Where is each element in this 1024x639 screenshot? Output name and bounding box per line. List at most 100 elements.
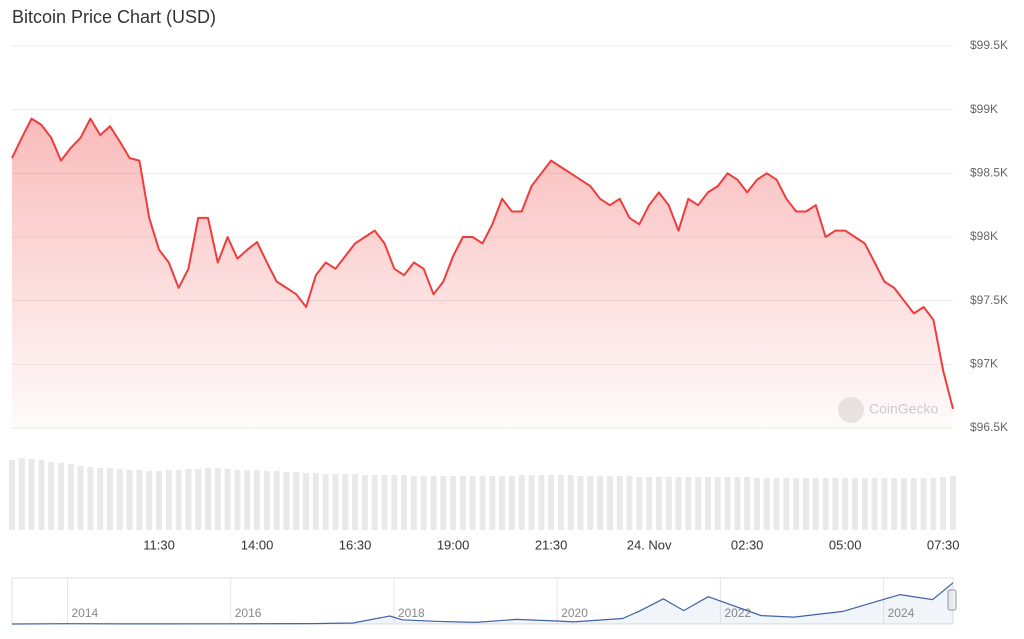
volume-bar [107, 468, 114, 530]
volume-bar [587, 476, 594, 530]
volume-bar [28, 459, 35, 530]
volume-bar [116, 469, 123, 530]
volume-bar [528, 475, 535, 530]
volume-bar [185, 469, 192, 530]
x-tick-label: 05:00 [829, 537, 862, 552]
volume-bar [420, 476, 427, 530]
volume-bar [18, 458, 25, 530]
volume-bar [303, 473, 310, 530]
volume-bar [597, 476, 604, 530]
navigator-tick-label: 2018 [398, 606, 425, 620]
volume-bar [440, 476, 447, 530]
volume-bar [332, 474, 339, 530]
volume-bar [459, 476, 466, 530]
volume-bar [763, 478, 770, 530]
x-tick-label: 19:00 [437, 537, 470, 552]
volume-bar [626, 476, 633, 530]
navigator-tick-label: 2014 [71, 606, 98, 620]
volume-bar [165, 470, 172, 530]
volume-bar [254, 470, 261, 530]
volume-bar [734, 477, 741, 530]
volume-bar [616, 476, 623, 530]
volume-bar [58, 463, 65, 530]
volume-bar [244, 470, 251, 530]
volume-bar [773, 478, 780, 530]
volume-bar [48, 462, 55, 530]
volume-bar [195, 469, 202, 530]
volume-bar [273, 471, 280, 530]
y-tick-label: $99K [970, 102, 998, 116]
volume-bar [391, 475, 398, 530]
volume-bar [704, 477, 711, 530]
volume-bar [214, 468, 221, 530]
volume-bar [900, 478, 907, 530]
volume-bar [724, 477, 731, 530]
price-line [11, 117, 954, 410]
volume-bar [312, 473, 319, 530]
volume-bar [479, 476, 486, 530]
volume-bar [283, 472, 290, 530]
volume-bar [450, 476, 457, 530]
volume-bar [891, 478, 898, 530]
volume-bar [842, 478, 849, 530]
volume-bar [636, 477, 643, 530]
volume-bar [920, 478, 927, 530]
volume-bar [548, 475, 555, 530]
volume-bar [361, 475, 368, 530]
volume-bar [518, 475, 525, 530]
x-tick-label: 02:30 [731, 537, 764, 552]
volume-bar [567, 475, 574, 530]
volume-bar [577, 476, 584, 530]
volume-bar [744, 477, 751, 530]
volume-bar [322, 474, 329, 530]
volume-bar [822, 478, 829, 530]
x-tick-label: 11:30 [143, 537, 175, 552]
volume-bar [499, 476, 506, 530]
navigator-tick-label: 2020 [561, 606, 588, 620]
volume-bar [293, 472, 300, 530]
x-tick-label: 14:00 [241, 537, 274, 552]
volume-bar [410, 476, 417, 530]
volume-bar [126, 470, 133, 530]
volume-bar [881, 478, 888, 530]
volume-bar [871, 478, 878, 530]
y-tick-label: $97K [970, 357, 998, 371]
volume-bar [714, 477, 721, 530]
volume-bar [802, 478, 809, 530]
navigator-area [12, 582, 953, 624]
volume-bar [538, 475, 545, 530]
navigator-tick-label: 2016 [235, 606, 262, 620]
volume-bar [9, 460, 15, 530]
x-tick-label: 07:30 [927, 537, 960, 552]
volume-bar [430, 476, 437, 530]
volume-bar [508, 476, 515, 530]
volume-bar [146, 471, 153, 530]
x-tick-label: 24. Nov [627, 537, 672, 552]
volume-bar [695, 477, 702, 530]
volume-bar [930, 478, 937, 530]
navigator-handle[interactable] [947, 589, 957, 611]
navigator-tick-label: 2024 [888, 606, 915, 620]
area [12, 118, 953, 428]
volume-bar [783, 478, 790, 530]
y-tick-label: $99.5K [970, 38, 1008, 52]
volume-bar [401, 475, 408, 530]
volume-bar [371, 475, 378, 530]
volume-bar [489, 476, 496, 530]
volume-bar [685, 477, 692, 530]
volume-bar [832, 478, 839, 530]
volume-bar [342, 474, 349, 530]
y-tick-label: $98K [970, 229, 998, 243]
volume-bar [224, 469, 231, 530]
y-tick-label: $96.5K [970, 420, 1008, 434]
volume-bar [352, 474, 359, 530]
volume-bar [910, 478, 917, 530]
volume-bar [156, 471, 163, 530]
volume-bar [234, 470, 241, 530]
volume-bar [77, 466, 84, 530]
volume-bar [861, 478, 868, 530]
volume-bar [606, 476, 613, 530]
navigator-line [11, 582, 954, 625]
y-tick-label: $98.5K [970, 166, 1008, 180]
